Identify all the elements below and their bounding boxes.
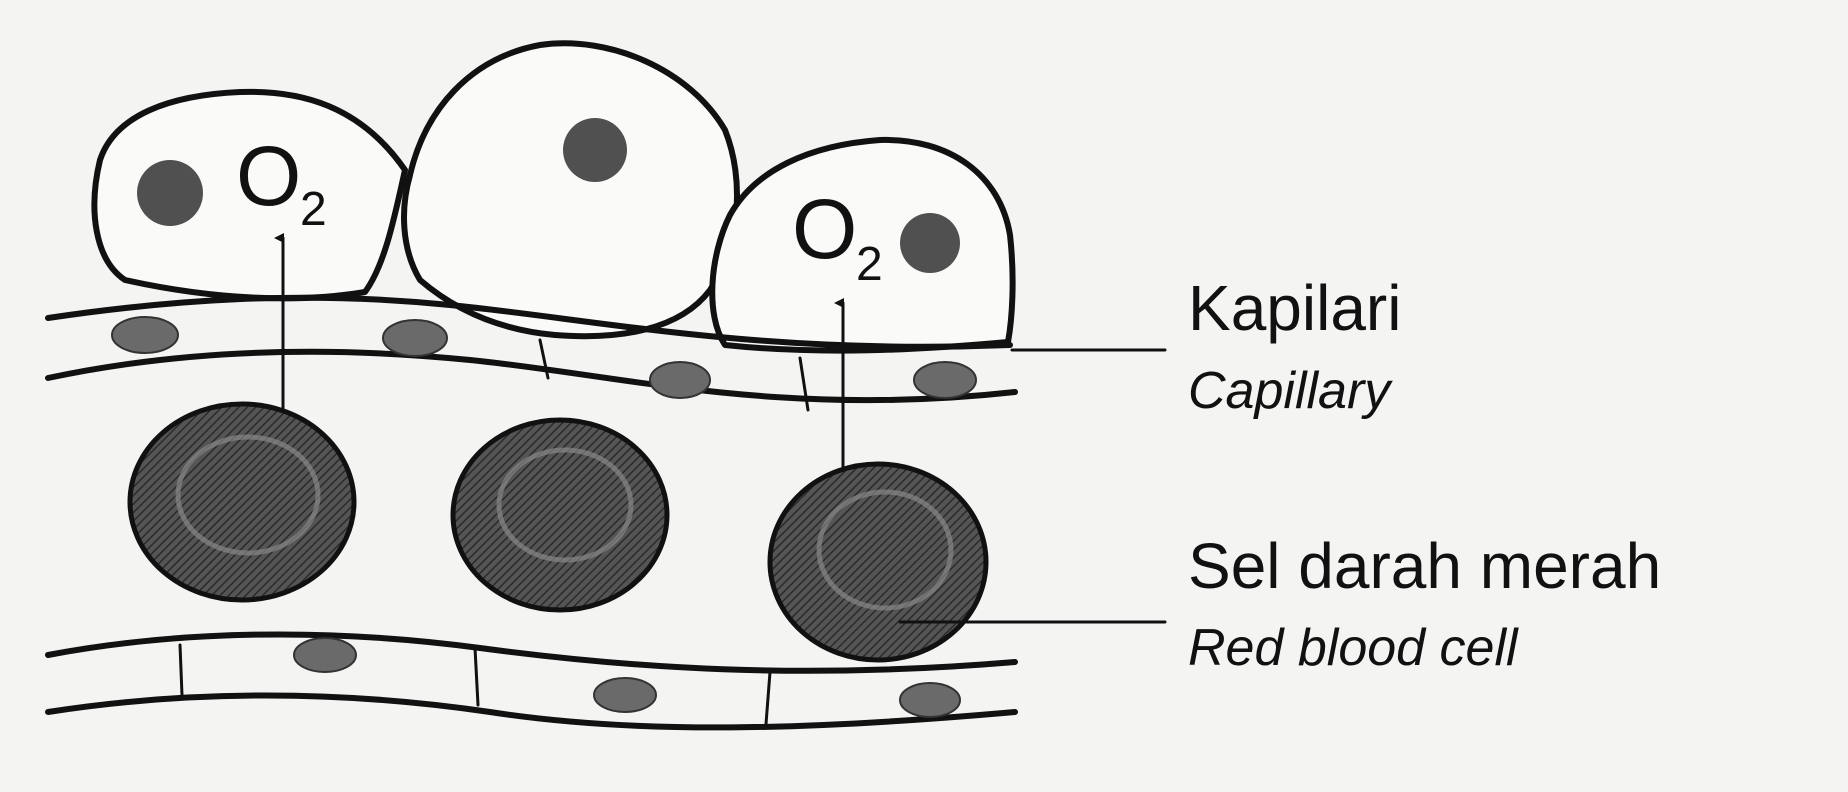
- tissue-cells: [91, 40, 1016, 354]
- red-blood-cell: [767, 461, 989, 663]
- tissue-nucleus-left: [137, 160, 203, 226]
- endothelial-nucleus: [293, 637, 357, 673]
- endothelial-nucleus: [899, 682, 961, 718]
- endothelial-nucleus: [593, 677, 657, 713]
- capillary-lower-wall-outer: [45, 692, 1018, 731]
- endothelial-nucleus: [382, 319, 448, 357]
- label-rbc-malay: Sel darah merah: [1188, 530, 1661, 602]
- red-blood-cells: [127, 401, 989, 663]
- endothelial-junction: [764, 670, 772, 726]
- label-capillary-english: Capillary: [1188, 362, 1393, 420]
- svg-text:2: 2: [856, 238, 883, 291]
- red-blood-cell-ring: [496, 447, 634, 563]
- endothelial-junction: [473, 646, 480, 707]
- label-capillary-malay: Kapilari: [1188, 272, 1401, 344]
- endothelial-junction: [178, 643, 184, 697]
- svg-text:O: O: [236, 129, 301, 223]
- capillary: [45, 294, 1018, 731]
- label-rbc-english: Red blood cell: [1188, 619, 1519, 677]
- tissue-nucleus-middle: [563, 118, 627, 182]
- capillary-lower-wall-inner: [45, 631, 1018, 674]
- endothelial-nucleus: [111, 316, 179, 354]
- endothelial-junction: [798, 356, 810, 412]
- oxygen-label-left: O 2: [236, 129, 327, 236]
- svg-text:O: O: [792, 182, 857, 276]
- svg-text:2: 2: [300, 183, 327, 236]
- capillary-upper-wall-outer: [45, 294, 1013, 350]
- oxygen-diffusion-arrows: [274, 233, 845, 472]
- oxygen-label-right: O 2: [792, 182, 883, 291]
- endothelial-nucleus: [649, 361, 711, 399]
- red-blood-cell: [127, 401, 357, 603]
- capillary-upper-wall-inner: [45, 348, 1018, 404]
- tissue-nucleus-right: [900, 213, 960, 273]
- red-blood-cell-ring: [816, 489, 954, 611]
- endothelial-nucleus: [913, 361, 977, 399]
- endothelial-junction: [538, 338, 550, 380]
- red-blood-cell-ring: [175, 434, 321, 556]
- tissue-cell-middle: [401, 40, 740, 340]
